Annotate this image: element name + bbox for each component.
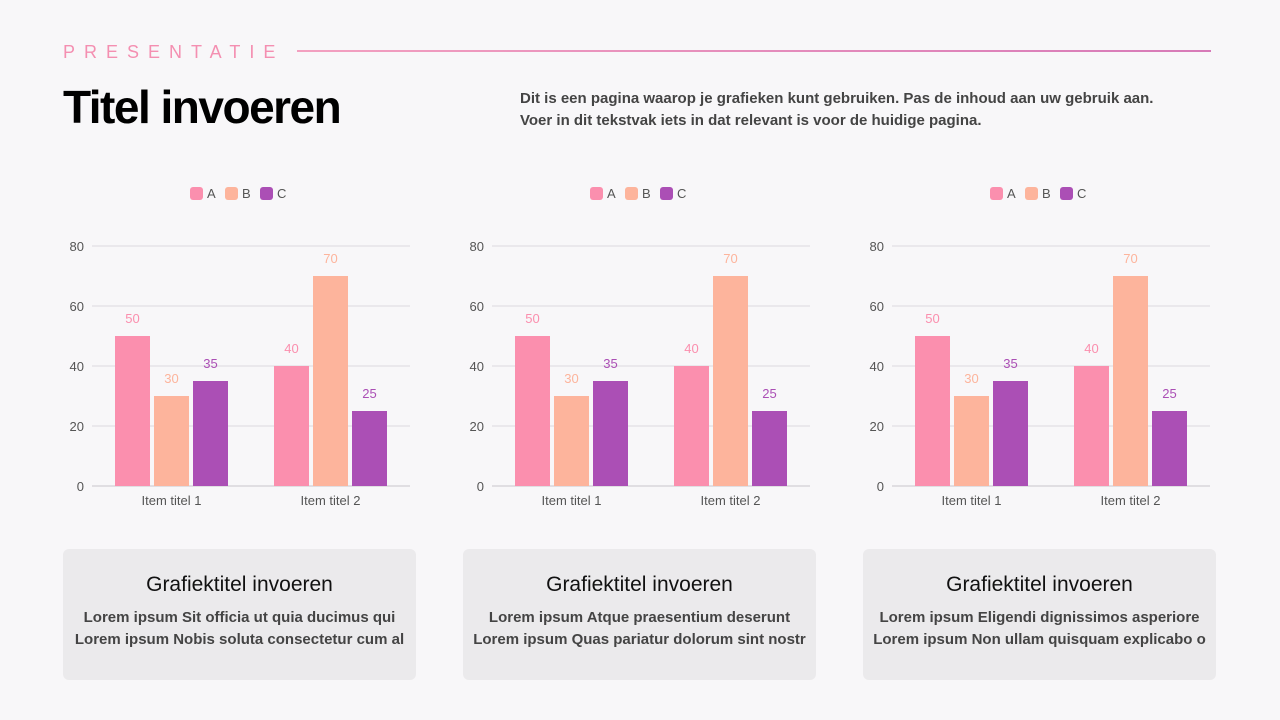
bar-B <box>1113 276 1148 486</box>
y-tick-label: 60 <box>70 299 84 314</box>
bar-A <box>115 336 150 486</box>
card-text: Lorem ipsum Nobis soluta consectetur cum… <box>74 631 405 648</box>
bar-B <box>954 396 989 486</box>
data-label: 50 <box>925 311 939 326</box>
legend-swatch-B <box>625 187 638 200</box>
data-label: 70 <box>323 251 337 266</box>
data-label: 25 <box>762 386 776 401</box>
page-description: Dit is een pagina waarop je grafieken ku… <box>520 88 1200 132</box>
bar-C <box>993 381 1028 486</box>
chart-card-2: Grafiektitel invoeren Lorem ipsum Atque … <box>463 549 816 680</box>
y-tick-label: 20 <box>870 419 884 434</box>
data-label: 40 <box>1084 341 1098 356</box>
chart-svg: A B C 0 20 40 60 80 50 30 35 Item titel 1 40 70 25 Item… <box>870 186 1210 508</box>
data-label: 40 <box>684 341 698 356</box>
y-tick-label: 40 <box>470 359 484 374</box>
bar-A <box>915 336 950 486</box>
legend-swatch-C <box>260 187 273 200</box>
x-tick-label: Item titel 2 <box>701 493 761 508</box>
divider-line <box>297 50 1211 52</box>
y-tick-label: 0 <box>477 479 484 494</box>
bar-C <box>352 411 387 486</box>
chart-card-1: Grafiektitel invoeren Lorem ipsum Sit of… <box>63 549 416 680</box>
bar-A <box>274 366 309 486</box>
legend-swatch-C <box>660 187 673 200</box>
y-tick-label: 40 <box>870 359 884 374</box>
data-label: 50 <box>125 311 139 326</box>
x-tick-label: Item titel 1 <box>942 493 1002 508</box>
data-label: 35 <box>203 356 217 371</box>
legend-swatch-B <box>1025 187 1038 200</box>
legend-swatch-C <box>1060 187 1073 200</box>
bar-B <box>713 276 748 486</box>
chart-svg: A B C 0 20 40 60 80 50 30 35 Item titel 1 40 70 25 Item… <box>470 186 810 508</box>
data-label: 70 <box>1123 251 1137 266</box>
card-title: Grafiektitel invoeren <box>546 573 733 596</box>
description-line: Dit is een pagina waarop je grafieken ku… <box>520 90 1154 107</box>
legend-label: C <box>677 186 686 201</box>
y-tick-label: 80 <box>470 239 484 254</box>
legend-label: C <box>277 186 286 201</box>
data-label: 40 <box>284 341 298 356</box>
y-tick-label: 20 <box>70 419 84 434</box>
card-text: Lorem ipsum Atque praesentium deserunt <box>488 609 791 626</box>
bar-C <box>193 381 228 486</box>
bar-C <box>1152 411 1187 486</box>
bar-A <box>1074 366 1109 486</box>
legend-label: A <box>607 186 616 201</box>
x-tick-label: Item titel 2 <box>301 493 361 508</box>
x-tick-label: Item titel 1 <box>542 493 602 508</box>
x-tick-label: Item titel 2 <box>1101 493 1161 508</box>
data-label: 70 <box>723 251 737 266</box>
card-text: Lorem ipsum Non ullam quisquam explicabo… <box>873 631 1206 648</box>
data-label: 30 <box>564 371 578 386</box>
y-tick-label: 40 <box>70 359 84 374</box>
legend-swatch-A <box>590 187 603 200</box>
bar-A <box>674 366 709 486</box>
y-tick-label: 20 <box>470 419 484 434</box>
legend-label: B <box>1042 186 1051 201</box>
card-title: Grafiektitel invoeren <box>946 573 1133 596</box>
y-tick-label: 0 <box>77 479 84 494</box>
x-tick-label: Item titel 1 <box>142 493 202 508</box>
bar-chart-3: A B C 0 20 40 60 80 50 30 35 Item titel 1 40 70 25 Item… <box>860 180 1240 510</box>
data-label: 30 <box>964 371 978 386</box>
bar-B <box>154 396 189 486</box>
y-tick-label: 60 <box>470 299 484 314</box>
bar-B <box>554 396 589 486</box>
legend-swatch-A <box>990 187 1003 200</box>
bar-chart-1: A B C 0 20 40 60 80 50 30 35 Item titel 1 40 70 25 Item… <box>60 180 440 510</box>
data-label: 30 <box>164 371 178 386</box>
legend-label: B <box>242 186 251 201</box>
y-tick-label: 60 <box>870 299 884 314</box>
data-label: 35 <box>603 356 617 371</box>
bar-B <box>313 276 348 486</box>
legend-label: C <box>1077 186 1086 201</box>
data-label: 25 <box>362 386 376 401</box>
chart-card-3: Grafiektitel invoeren Lorem ipsum Eligen… <box>863 549 1216 680</box>
description-line: Voer in dit tekstvak iets in dat relevan… <box>520 112 982 129</box>
kicker-label: PRESENTATIE <box>63 42 285 62</box>
card-text: Lorem ipsum Quas pariatur dolorum sint n… <box>473 631 806 648</box>
card-text: Lorem ipsum Sit officia ut quia ducimus … <box>83 609 396 626</box>
legend-label: A <box>207 186 216 201</box>
y-tick-label: 80 <box>70 239 84 254</box>
page-title: Titel invoeren <box>63 81 342 133</box>
bar-A <box>515 336 550 486</box>
bar-C <box>752 411 787 486</box>
legend-label: A <box>1007 186 1016 201</box>
chart-svg: A B C 0 20 40 60 80 50 30 35 Item titel 1 40 70 25 Item… <box>70 186 410 508</box>
data-label: 35 <box>1003 356 1017 371</box>
card-title: Grafiektitel invoeren <box>146 573 333 596</box>
legend-swatch-B <box>225 187 238 200</box>
bar-chart-2: A B C 0 20 40 60 80 50 30 35 Item titel 1 40 70 25 Item… <box>460 180 840 510</box>
legend-swatch-A <box>190 187 203 200</box>
y-tick-label: 80 <box>870 239 884 254</box>
data-label: 50 <box>525 311 539 326</box>
y-tick-label: 0 <box>877 479 884 494</box>
card-text: Lorem ipsum Eligendi dignissimos asperio… <box>879 609 1200 626</box>
bar-C <box>593 381 628 486</box>
data-label: 25 <box>1162 386 1176 401</box>
legend-label: B <box>642 186 651 201</box>
